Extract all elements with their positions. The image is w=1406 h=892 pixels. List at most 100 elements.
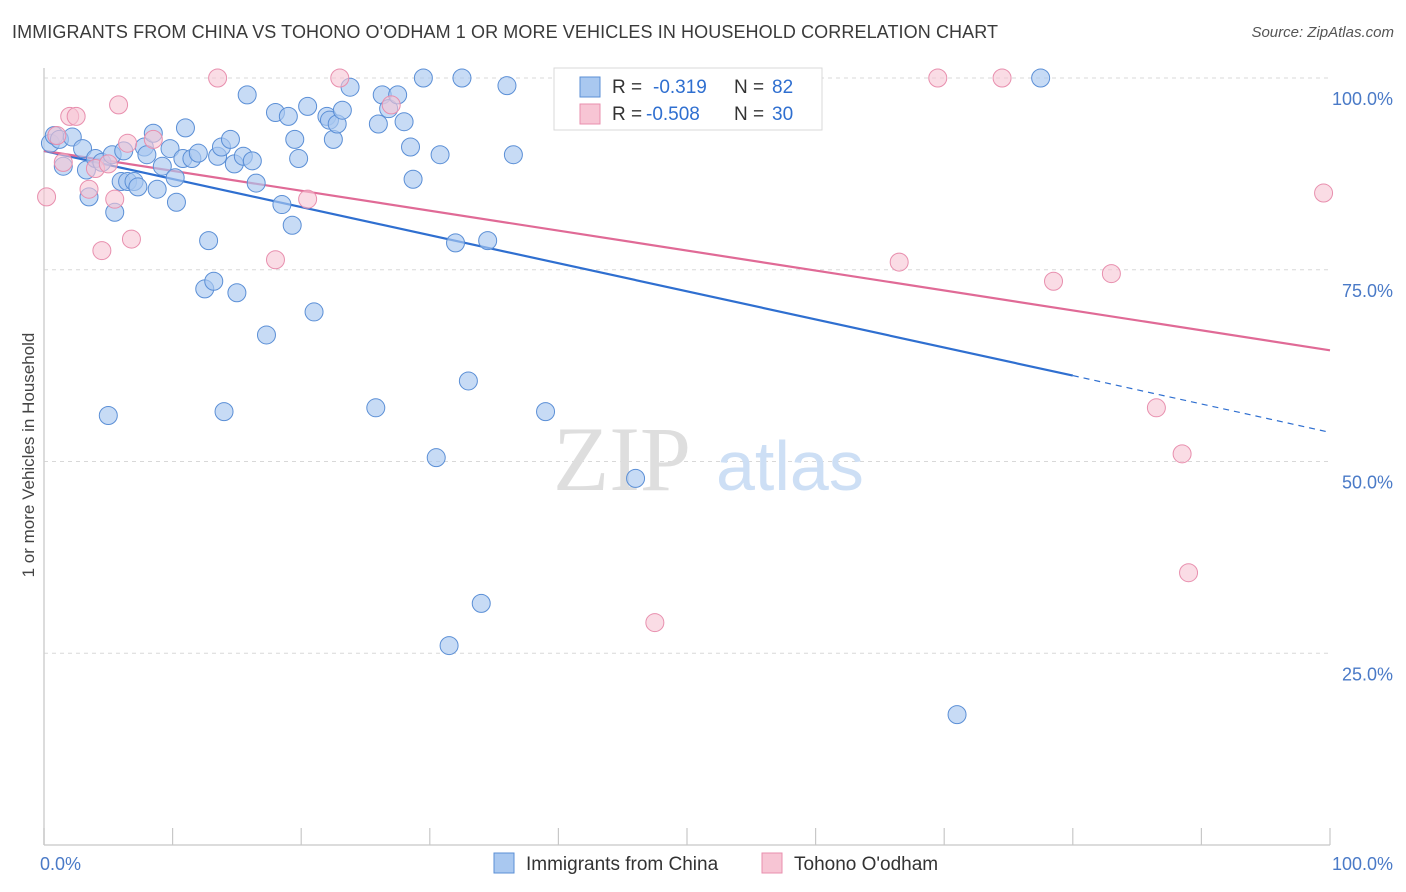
x-ticks <box>43 828 1331 845</box>
point-china-74 <box>478 231 498 251</box>
point-tohono-0 <box>37 187 57 207</box>
y-tick-label-2: 50.0% <box>1342 473 1393 493</box>
point-tohono-25 <box>1146 398 1166 418</box>
y-tick-label-3: 25.0% <box>1342 664 1393 684</box>
point-tohono-4 <box>66 106 86 126</box>
point-tohono-16 <box>298 189 318 209</box>
series-legend-swatch-china <box>493 852 515 874</box>
point-china-50 <box>298 96 318 116</box>
point-china-68 <box>430 145 450 165</box>
point-tohono-9 <box>105 189 125 209</box>
point-china-21 <box>147 179 167 199</box>
point-china-42 <box>246 173 266 193</box>
point-china-36 <box>220 129 240 149</box>
point-china-45 <box>272 195 292 215</box>
stats-legend: R = -0.319 N = 82 R = -0.508 N = 30 <box>553 67 823 131</box>
series-legend-label-china: Immigrants from China <box>526 854 719 875</box>
series-legend: Immigrants from China Tohono O'odham <box>493 852 938 875</box>
point-china-35 <box>214 402 234 422</box>
point-china-41 <box>242 151 262 171</box>
point-tohono-24 <box>1101 264 1121 284</box>
point-china-31 <box>199 231 219 251</box>
legend-n-value-china: 82 <box>772 77 793 98</box>
point-tohono-13 <box>143 129 163 149</box>
series-legend-label-tohono: Tohono O'odham <box>794 854 938 875</box>
y-tick-label-1: 75.0% <box>1342 281 1393 301</box>
point-china-80 <box>947 705 967 725</box>
trendline-tohono <box>43 149 1331 352</box>
point-tohono-22 <box>992 68 1012 88</box>
watermark-zip: ZIP <box>553 408 691 510</box>
point-tohono-21 <box>928 68 948 88</box>
point-china-56 <box>332 100 352 120</box>
legend-r-value-china: -0.319 <box>653 77 707 98</box>
point-china-38 <box>227 283 247 303</box>
point-china-22 <box>152 156 172 176</box>
point-china-70 <box>446 233 466 253</box>
legend-n-label-tohono: N = <box>734 104 764 125</box>
point-china-71 <box>452 68 472 88</box>
point-china-75 <box>497 76 517 96</box>
point-tohono-28 <box>1314 183 1334 203</box>
point-china-46 <box>278 106 298 126</box>
point-china-29 <box>188 143 208 163</box>
watermark: ZIP atlas <box>553 408 864 510</box>
point-china-27 <box>175 118 195 138</box>
source-note: Source: ZipAtlas.com <box>1251 24 1394 41</box>
point-china-76 <box>503 145 523 165</box>
legend-n-label-china: N = <box>734 77 764 98</box>
legend-n-value-tohono: 30 <box>772 104 793 125</box>
point-china-79 <box>626 468 646 488</box>
trendline-china <box>43 149 1074 377</box>
point-china-65 <box>403 169 423 189</box>
point-tohono-14 <box>208 68 228 88</box>
point-tohono-1 <box>47 126 67 146</box>
series-legend-swatch-tohono <box>761 852 783 874</box>
watermark-atlas: atlas <box>716 427 864 505</box>
point-china-63 <box>394 112 414 132</box>
point-tohono-2 <box>53 152 73 172</box>
point-china-59 <box>368 114 388 134</box>
point-china-66 <box>413 68 433 88</box>
y-tick-label-0: 100.0% <box>1332 89 1393 109</box>
point-tohono-23 <box>1044 271 1064 291</box>
point-tohono-17 <box>330 68 350 88</box>
point-china-73 <box>471 593 491 613</box>
point-china-72 <box>458 371 478 391</box>
china-points <box>40 68 1051 725</box>
trendline-china-extrapolated <box>1072 375 1331 433</box>
point-china-32 <box>204 271 224 291</box>
point-tohono-12 <box>121 229 141 249</box>
point-tohono-15 <box>265 250 285 270</box>
point-tohono-20 <box>889 252 909 272</box>
point-tohono-18 <box>381 95 401 115</box>
point-china-58 <box>366 398 386 418</box>
point-china-25 <box>166 192 186 212</box>
point-tohono-27 <box>1179 563 1199 583</box>
point-china-17 <box>128 177 148 197</box>
legend-r-label-tohono: R = <box>612 104 642 125</box>
point-china-69 <box>439 636 459 656</box>
point-china-43 <box>256 325 276 345</box>
point-china-40 <box>237 85 257 105</box>
point-tohono-10 <box>109 95 129 115</box>
legend-swatch-tohono <box>579 103 601 125</box>
point-china-47 <box>282 215 302 235</box>
y-tick-labels: 100.0% 75.0% 50.0% 25.0% <box>1332 89 1393 684</box>
x-tick-label-max: 100.0% <box>1332 854 1393 874</box>
point-china-23 <box>160 139 180 159</box>
point-china-49 <box>289 149 309 169</box>
point-china-81 <box>1031 68 1051 88</box>
point-china-77 <box>536 402 556 422</box>
chart-title: IMMIGRANTS FROM CHINA VS TOHONO O'ODHAM … <box>12 22 999 42</box>
point-tohono-19 <box>645 613 665 633</box>
point-china-51 <box>304 302 324 322</box>
point-tohono-11 <box>118 133 138 153</box>
point-china-48 <box>285 129 305 149</box>
point-tohono-26 <box>1172 444 1192 464</box>
point-tohono-8 <box>98 154 118 174</box>
point-china-67 <box>426 448 446 468</box>
x-tick-label-min: 0.0% <box>40 854 81 874</box>
legend-swatch-china <box>579 76 601 98</box>
